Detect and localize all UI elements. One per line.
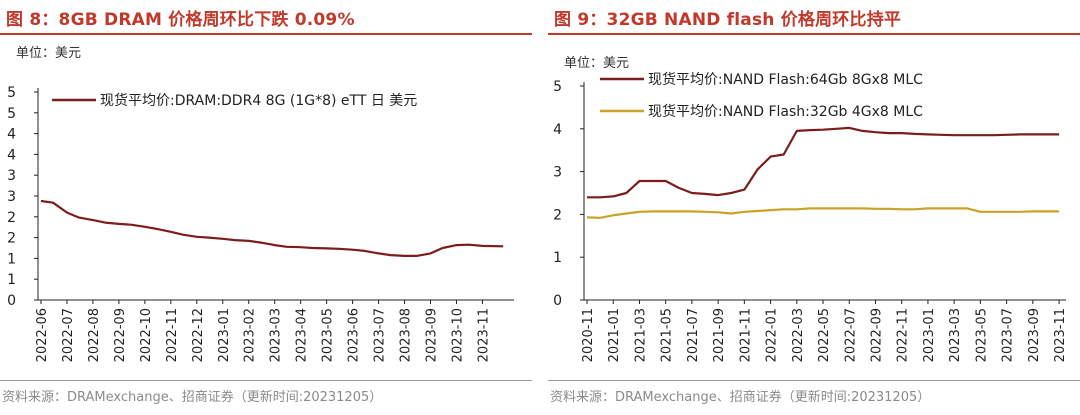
- x-tick-label: 2023-06: [347, 308, 362, 362]
- y-tick-label: 3: [553, 165, 562, 181]
- x-tick-label: 2023-03: [269, 308, 284, 362]
- x-tick-label: 2022-09: [113, 308, 128, 362]
- x-tick-label: 2023-07: [1001, 308, 1016, 362]
- y-tick-label: 4: [553, 122, 562, 138]
- y-tick-label: 4: [7, 147, 16, 163]
- x-tick-label: 2022-09: [869, 308, 884, 362]
- x-tick-label: 2023-11: [1053, 308, 1068, 362]
- y-tick-label: 4: [7, 127, 16, 143]
- source-note: 资料来源：DRAMexchange、招商证券（更新时间:20231205）: [2, 390, 383, 405]
- title-rule: [548, 33, 1080, 35]
- x-tick-label: 2023-07: [373, 308, 388, 362]
- x-tick-label: 2022-07: [61, 308, 76, 362]
- x-tick-label: 2023-05: [974, 308, 989, 362]
- source-rule: [0, 380, 532, 381]
- y-tick-label: 2: [7, 210, 16, 226]
- y-tick-label: 0: [553, 293, 562, 309]
- source-note: 资料来源：DRAMexchange、招商证券（更新时间:20231205）: [550, 390, 931, 405]
- x-tick-label: 2020-11: [581, 308, 596, 362]
- x-tick-label: 2021-09: [712, 308, 727, 362]
- x-tick-label: 2022-11: [896, 308, 911, 362]
- x-tick-label: 2022-08: [87, 308, 102, 362]
- x-tick-label: 2022-05: [817, 308, 832, 362]
- x-tick-label: 2023-03: [948, 308, 963, 362]
- y-tick-label: 1: [553, 250, 562, 266]
- y-tick-label: 2: [7, 231, 16, 247]
- x-tick-label: 2022-07: [843, 308, 858, 362]
- x-tick-label: 2022-01: [765, 308, 780, 362]
- y-tick-label: 1: [7, 272, 16, 288]
- figure-8-title: 图 8：8GB DRAM 价格周环比下跌 0.09%: [6, 10, 355, 30]
- right-figure-panel: 图 9：32GB NAND flash 价格周环比持平 单位：美元 0 1 2 3 4 5…: [548, 0, 1080, 415]
- left-figure-panel: 图 8：8GB DRAM 价格周环比下跌 0.09% 单位：美元 0 1 1 2 2 3 3…: [0, 0, 532, 415]
- unit-label: 单位：美元: [16, 46, 82, 61]
- source-rule: [548, 380, 1080, 381]
- title-rule: [0, 33, 532, 35]
- nand-price-chart: 0 1 2 3 4 5 2020-11 2021-01 2021-03 2021-05 2021-0…: [553, 71, 1068, 362]
- x-tick-label: 2023-02: [243, 308, 258, 362]
- legend-label: 现货平均价:NAND Flash:32Gb 4Gx8 MLC: [648, 103, 923, 120]
- x-tick-label: 2021-05: [660, 308, 675, 362]
- y-tick-label: 5: [553, 79, 562, 95]
- x-tick-label: 2023-09: [1027, 308, 1042, 362]
- x-tick-label: 2023-10: [450, 308, 465, 362]
- y-tick-label: 3: [7, 168, 16, 184]
- series-line-1: [40, 199, 504, 257]
- y-tick-label: 0: [7, 293, 16, 309]
- x-tick-label: 2021-07: [686, 308, 701, 362]
- x-tick-label: 2021-03: [633, 308, 648, 362]
- legend-label: 现货平均价:DRAM:DDR4 8G (1G*8) eTT 日 美元: [100, 92, 417, 109]
- figure-9-title: 图 9：32GB NAND flash 价格周环比持平: [554, 10, 902, 30]
- x-tick-label: 2021-01: [607, 308, 622, 362]
- x-tick-label: 2023-08: [399, 308, 414, 362]
- y-tick-label: 5: [7, 85, 16, 101]
- y-tick-label: 1: [7, 251, 16, 267]
- unit-label: 单位：美元: [564, 56, 630, 71]
- y-tick-label: 5: [7, 106, 16, 122]
- y-tick-label: 2: [553, 207, 562, 223]
- x-tick-label: 2022-03: [791, 308, 806, 362]
- x-tick-label: 2022-06: [35, 308, 50, 362]
- series-line-1: [587, 126, 1060, 199]
- dram-price-chart: 0 1 1 2 2 3 3 4 4 5 5 2022-06 2022-07 2022-08 2022-09 2…: [7, 85, 514, 362]
- x-tick-label: 2022-11: [165, 308, 180, 362]
- x-tick-label: 2023-05: [321, 308, 336, 362]
- x-tick-label: 2021-11: [738, 308, 753, 362]
- legend-label: 现货平均价:NAND Flash:64Gb 8Gx8 MLC: [648, 71, 923, 88]
- x-tick-label: 2022-10: [139, 308, 154, 362]
- x-tick-label: 2023-09: [425, 308, 440, 362]
- series-line-2: [586, 207, 1060, 219]
- x-tick-label: 2023-01: [922, 308, 937, 362]
- x-tick-label: 2023-01: [217, 308, 232, 362]
- x-tick-label: 2023-11: [476, 308, 491, 362]
- x-tick-label: 2023-04: [295, 308, 310, 362]
- x-tick-label: 2022-12: [191, 308, 206, 362]
- y-tick-label: 3: [7, 189, 16, 205]
